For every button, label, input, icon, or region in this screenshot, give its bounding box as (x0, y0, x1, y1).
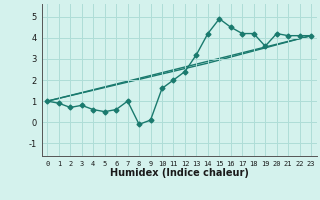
X-axis label: Humidex (Indice chaleur): Humidex (Indice chaleur) (110, 168, 249, 178)
